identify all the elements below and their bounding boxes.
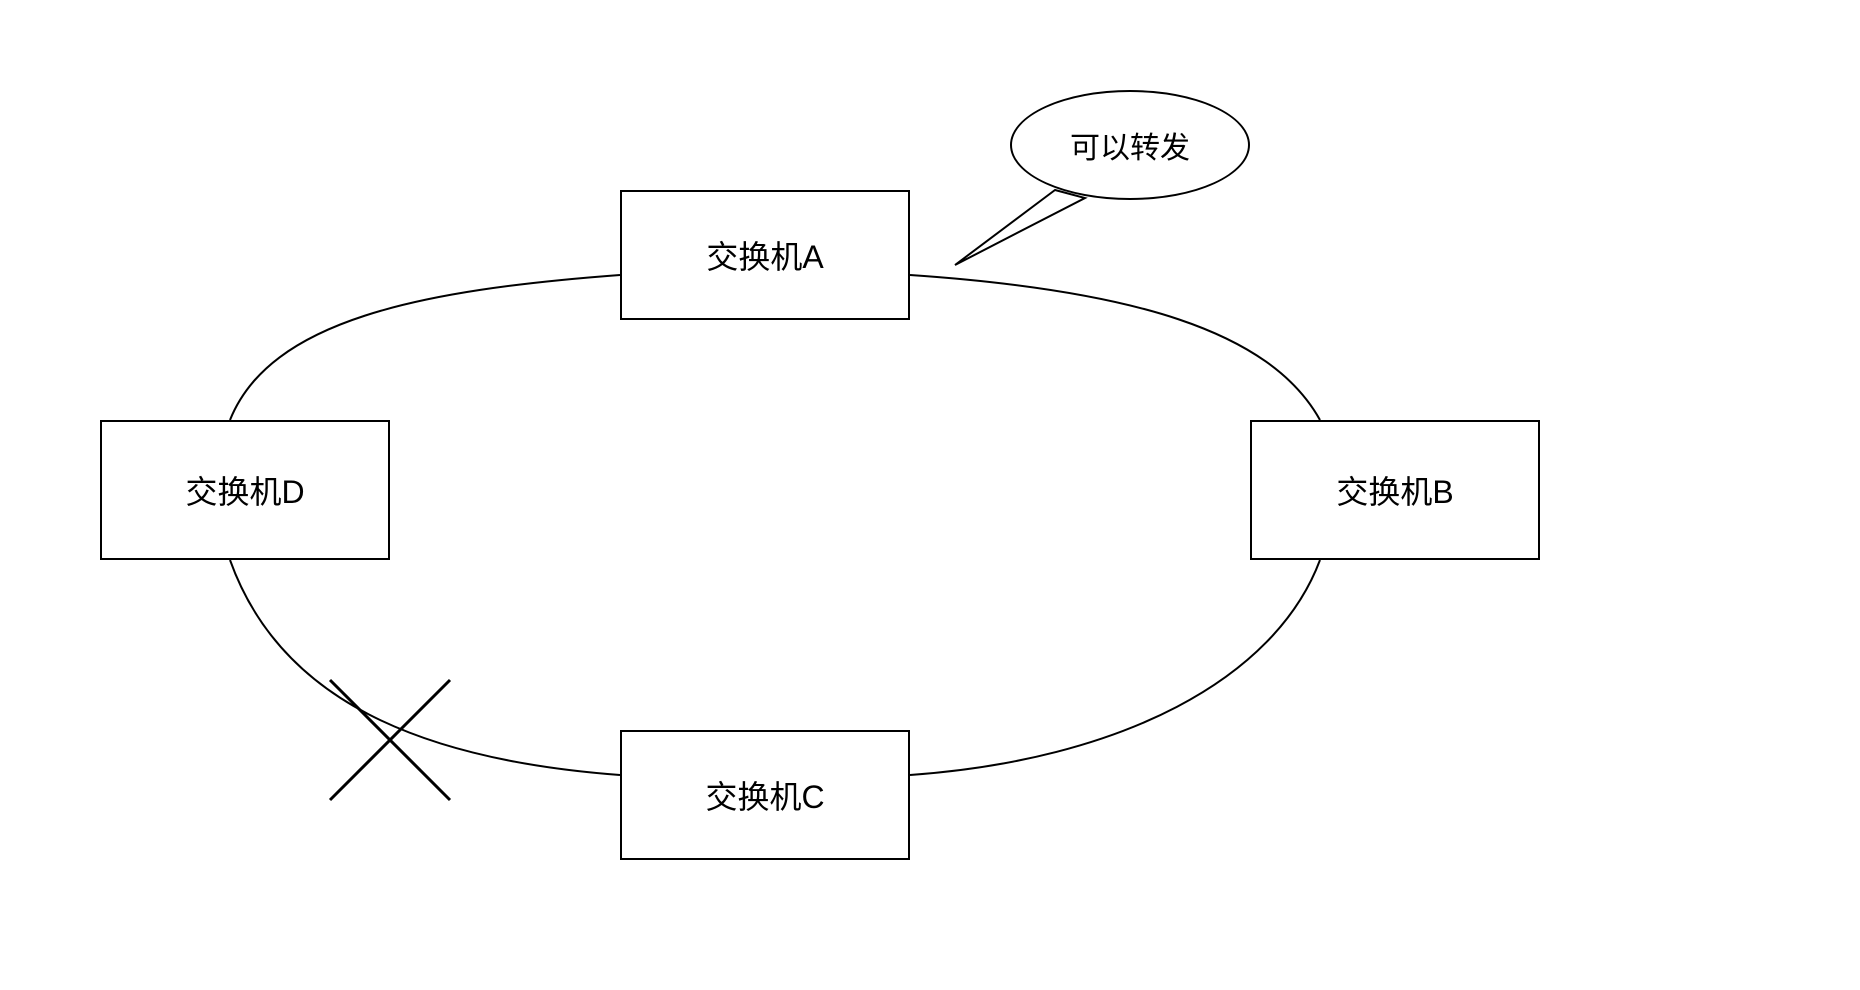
switch-d-node: 交换机D: [100, 420, 390, 560]
switch-c-node: 交换机C: [620, 730, 910, 860]
switch-b-node: 交换机B: [1250, 420, 1540, 560]
network-ring-diagram: 交换机A 交换机B 交换机C 交换机D 可以转发: [0, 0, 1860, 990]
edge-c-d: [230, 560, 620, 775]
callout-pointer: [955, 190, 1085, 265]
switch-a-label: 交换机A: [706, 232, 823, 278]
switch-c-label: 交换机C: [705, 772, 824, 818]
edge-b-c: [910, 560, 1320, 775]
edge-d-a: [230, 275, 620, 420]
broken-link-mark: [330, 680, 450, 800]
switch-a-node: 交换机A: [620, 190, 910, 320]
forward-callout-label: 可以转发: [1070, 123, 1190, 167]
switch-d-label: 交换机D: [185, 467, 304, 513]
edge-a-b: [910, 275, 1320, 420]
switch-b-label: 交换机B: [1336, 467, 1453, 513]
forward-callout-bubble: 可以转发: [1010, 90, 1250, 200]
